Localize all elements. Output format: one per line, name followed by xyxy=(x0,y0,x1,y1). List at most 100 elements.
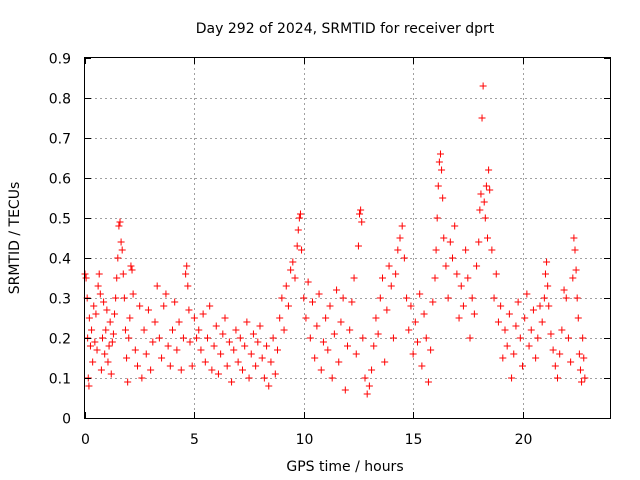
data-point xyxy=(117,238,125,246)
data-point xyxy=(313,322,321,330)
data-point xyxy=(556,350,564,358)
data-point xyxy=(512,322,520,330)
data-point xyxy=(429,298,437,306)
data-point xyxy=(271,370,279,378)
data-point xyxy=(90,302,98,310)
data-point xyxy=(394,246,402,254)
data-point xyxy=(462,246,470,254)
data-point xyxy=(173,346,181,354)
axis-ticks xyxy=(85,58,610,419)
plot-frame xyxy=(84,57,611,419)
data-point xyxy=(389,334,397,342)
data-point xyxy=(214,370,222,378)
data-point xyxy=(111,310,119,318)
data-point xyxy=(341,386,349,394)
data-point xyxy=(208,366,216,374)
data-point xyxy=(166,362,174,370)
data-point xyxy=(88,326,96,334)
data-point xyxy=(525,342,533,350)
data-point xyxy=(185,306,193,314)
data-point xyxy=(254,338,262,346)
data-point xyxy=(186,338,194,346)
data-point xyxy=(115,222,123,230)
data-point xyxy=(499,354,507,362)
data-point xyxy=(433,214,441,222)
data-point xyxy=(398,222,406,230)
data-point xyxy=(177,366,185,374)
data-point xyxy=(324,346,332,354)
data-point xyxy=(497,302,505,310)
data-point xyxy=(121,326,129,334)
data-point xyxy=(245,374,253,382)
data-point xyxy=(476,206,484,214)
data-point xyxy=(190,314,198,322)
data-point xyxy=(534,334,542,342)
data-point xyxy=(558,326,566,334)
data-point xyxy=(100,298,108,306)
data-point xyxy=(89,358,97,366)
data-point xyxy=(567,358,575,366)
data-point xyxy=(293,242,301,250)
data-point xyxy=(92,310,100,318)
data-point xyxy=(119,270,127,278)
data-point xyxy=(484,234,491,242)
data-point xyxy=(182,270,190,278)
data-point xyxy=(455,314,463,322)
data-point xyxy=(470,310,478,318)
data-point xyxy=(123,354,131,362)
data-point xyxy=(532,354,540,362)
data-point xyxy=(197,346,205,354)
y-tick-label: 0.6 xyxy=(49,172,71,188)
data-point xyxy=(575,350,583,358)
data-point xyxy=(309,298,316,306)
data-point xyxy=(287,266,295,274)
data-point xyxy=(221,314,229,322)
data-point xyxy=(514,298,522,306)
data-point xyxy=(201,358,209,366)
data-point xyxy=(538,318,546,326)
data-point xyxy=(124,378,132,386)
data-point xyxy=(383,306,391,314)
data-point xyxy=(169,326,176,334)
data-point xyxy=(330,330,338,338)
data-point xyxy=(82,274,90,282)
data-point xyxy=(85,382,93,390)
y-tick-label: 0.8 xyxy=(49,92,71,108)
data-point xyxy=(396,234,404,242)
data-point xyxy=(475,238,483,246)
data-point xyxy=(91,338,99,346)
data-point xyxy=(449,254,456,262)
data-point xyxy=(164,342,172,350)
data-point xyxy=(560,286,568,294)
data-point xyxy=(346,326,354,334)
data-point xyxy=(379,274,386,282)
data-point xyxy=(162,290,170,298)
data-point xyxy=(337,318,345,326)
data-point xyxy=(228,378,236,386)
data-point xyxy=(241,342,249,350)
data-point xyxy=(446,238,454,246)
data-point xyxy=(529,306,537,314)
data-point xyxy=(453,270,461,278)
data-point xyxy=(516,334,524,342)
data-point xyxy=(451,222,459,230)
data-point xyxy=(113,274,121,282)
data-point xyxy=(184,282,192,290)
data-point xyxy=(473,262,481,270)
data-point xyxy=(477,190,485,198)
data-point xyxy=(574,314,582,322)
y-tick-label: 0.2 xyxy=(49,332,71,348)
data-point xyxy=(136,302,144,310)
data-point xyxy=(204,334,211,342)
data-point xyxy=(276,314,284,322)
data-point xyxy=(195,326,203,334)
data-point xyxy=(294,226,302,234)
data-point xyxy=(234,358,242,366)
data-point xyxy=(126,314,134,322)
data-point xyxy=(225,338,233,346)
data-point xyxy=(95,270,103,278)
data-point xyxy=(99,334,106,342)
x-axis-title: GPS time / hours xyxy=(286,459,403,475)
data-point xyxy=(249,330,257,338)
